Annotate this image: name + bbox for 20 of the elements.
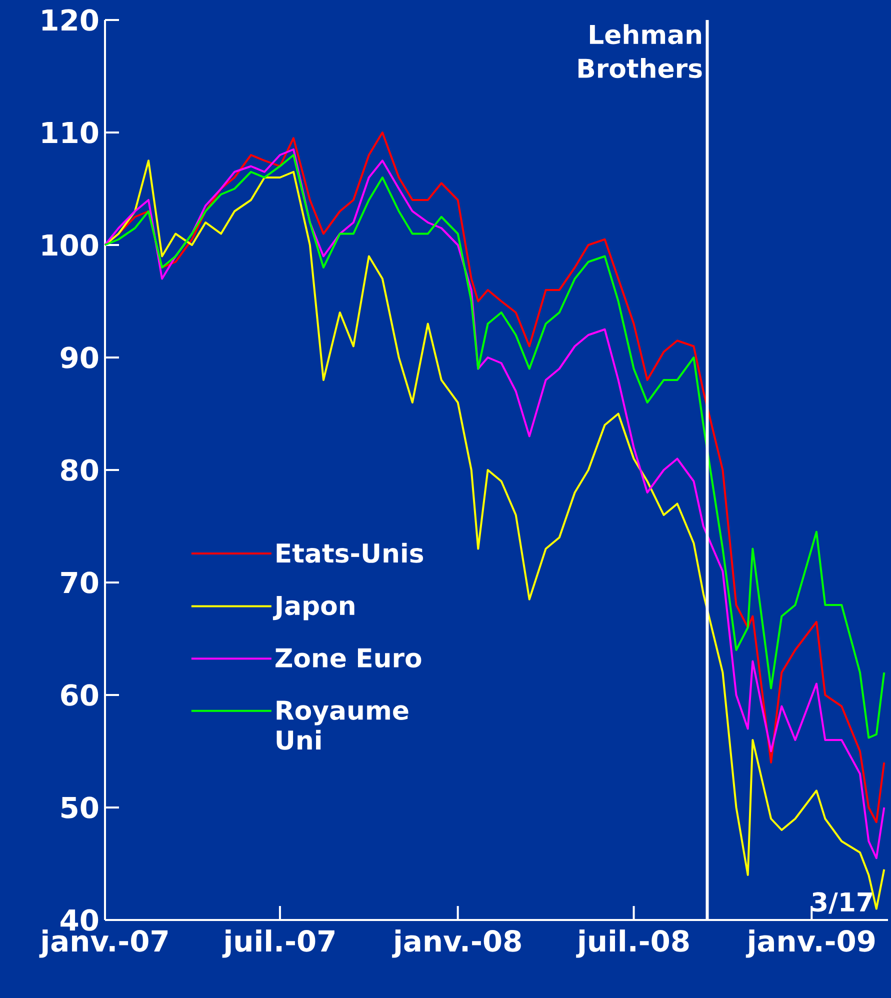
y-tick-label: 40 (60, 909, 98, 931)
y-tick-label: 60 (61, 684, 98, 706)
x-tick-label: juil.-08 (576, 930, 689, 958)
ref-line-label: Lehman Brothers (578, 24, 702, 78)
legend-label: Japon (272, 596, 354, 620)
legend-label: Etats-Unis (276, 542, 424, 563)
y-tick-label: 90 (60, 346, 98, 368)
y-tick-label: 100 (42, 234, 98, 256)
x-tick-label: janv.-07 (39, 930, 168, 958)
x-tick-label: janv.-09 (746, 930, 875, 958)
legend-label: Zone Euro (276, 648, 422, 668)
y-tick-label: 110 (42, 122, 98, 144)
annotation: 3/17 (812, 892, 872, 914)
x-tick-label: janv.-08 (392, 930, 521, 958)
x-tick-label: juil.-07 (222, 930, 334, 958)
y-tick-label: 70 (61, 572, 98, 594)
y-tick-label: 50 (62, 796, 98, 818)
y-tick-label: 120 (42, 9, 98, 31)
y-tick-label: 80 (61, 459, 98, 481)
legend-label: Royaume Uni (276, 700, 408, 750)
